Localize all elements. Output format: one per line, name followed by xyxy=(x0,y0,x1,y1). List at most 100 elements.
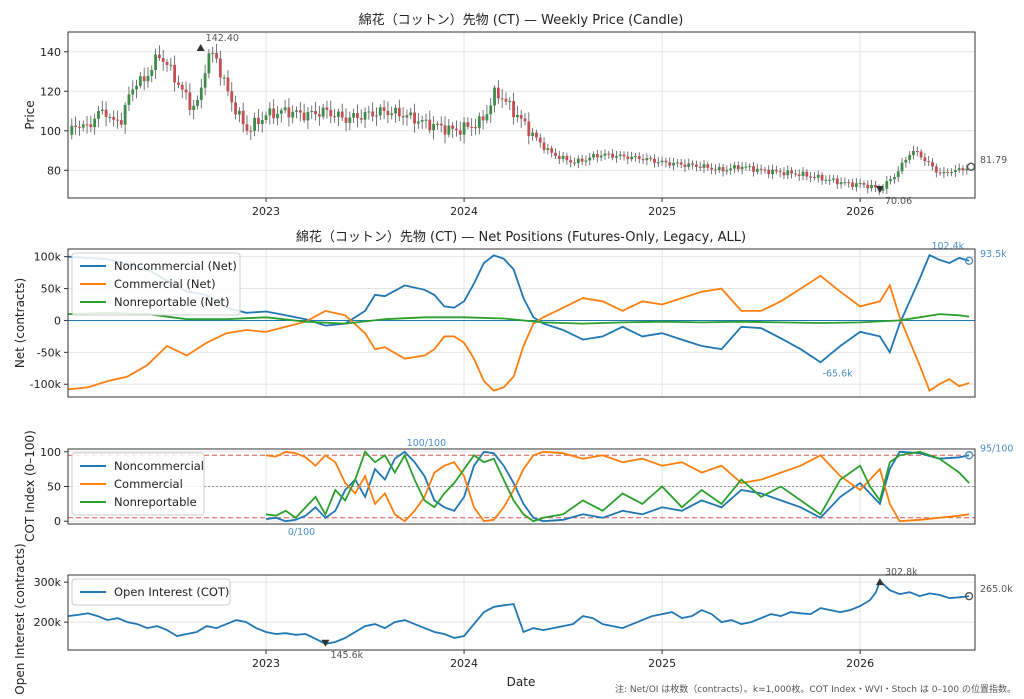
candle-body xyxy=(637,156,641,160)
candle-body xyxy=(870,185,873,189)
x-tick-label: 2023 xyxy=(252,657,280,670)
candle-body xyxy=(489,105,493,115)
candle-body xyxy=(736,165,740,170)
cot-series-lines xyxy=(68,450,975,523)
net-annotations: 102.4k -65.6k 93.5k xyxy=(823,241,1008,379)
candle-body xyxy=(573,162,576,164)
candle-body xyxy=(793,173,797,175)
candle-body xyxy=(965,168,969,171)
candle-body xyxy=(771,169,774,175)
candle-body xyxy=(626,156,630,160)
candle-body xyxy=(89,124,93,128)
candle-body xyxy=(158,54,161,59)
net-chart-title: 綿花（コットン）先物 (CT) — Net Positions (Futures… xyxy=(296,229,746,245)
last-value-label: 265.0k xyxy=(980,584,1013,595)
candle-body xyxy=(687,163,691,167)
candle-body xyxy=(81,124,85,128)
oi-legend: Open Interest (COT) xyxy=(71,578,231,606)
candle-body xyxy=(645,158,649,161)
candle-body xyxy=(618,154,622,157)
oi-annotations: 302.8k 145.6k 265.0k xyxy=(321,567,1013,661)
candle-body xyxy=(828,179,832,181)
candle-body xyxy=(245,124,249,131)
candle-body xyxy=(942,171,946,174)
candle-body xyxy=(767,169,771,175)
candle-body xyxy=(420,119,424,122)
candle-body xyxy=(367,111,371,113)
candle-body xyxy=(78,126,81,128)
candle-body xyxy=(931,162,934,167)
legend-label: Nonreportable (Net) xyxy=(114,295,229,309)
candle-body xyxy=(165,61,169,65)
candle-body xyxy=(386,110,390,116)
candle-body xyxy=(698,166,702,168)
candle-body xyxy=(272,108,276,119)
candle-body xyxy=(706,164,710,168)
candle-body xyxy=(138,76,142,86)
candle-body xyxy=(477,116,481,129)
candle-body xyxy=(615,156,618,158)
last-value-marker xyxy=(964,256,974,266)
candle-body xyxy=(519,115,523,119)
candle-body xyxy=(287,107,291,118)
candle-body xyxy=(131,89,135,95)
candle-body xyxy=(466,122,470,127)
last-value-label: 81.79 xyxy=(980,155,1007,166)
candle-body xyxy=(752,166,755,172)
candle-body xyxy=(755,168,759,172)
candle-body xyxy=(550,148,554,153)
candle-body xyxy=(375,115,378,117)
candle-body xyxy=(961,168,965,171)
candle-body xyxy=(493,87,496,106)
candle-body xyxy=(344,117,348,123)
y-tick-label: 120 xyxy=(40,85,61,98)
x-tick-label: 2025 xyxy=(648,205,676,218)
candle-body xyxy=(820,174,824,181)
candle-body xyxy=(85,124,89,126)
candle-body xyxy=(679,162,683,165)
legend-label: Commercial xyxy=(114,477,183,491)
candle-body xyxy=(207,53,211,74)
candle-body xyxy=(413,112,416,124)
candle-body xyxy=(352,113,356,118)
candle-body xyxy=(188,92,192,110)
price-chart-title: 綿花（コットン）先物 (CT) — Weekly Price (Candle) xyxy=(359,12,684,28)
candle-body xyxy=(797,174,801,176)
price-gridlines xyxy=(68,32,975,198)
candle-body xyxy=(196,100,199,106)
candle-body xyxy=(759,168,763,170)
candle-body xyxy=(424,119,428,121)
candle-body xyxy=(912,150,915,156)
candle-body xyxy=(725,170,729,172)
trough-marker xyxy=(321,639,330,647)
candle-body xyxy=(237,110,241,115)
candle-body xyxy=(279,110,283,114)
net-positions-panel: 綿花（コットン）先物 (CT) — Net Positions (Futures… xyxy=(13,229,1008,398)
series-line xyxy=(265,450,970,523)
candle-body xyxy=(843,182,847,184)
legend-label: Noncommercial (Net) xyxy=(114,259,237,273)
candle-body xyxy=(900,162,904,172)
candle-body xyxy=(763,169,767,171)
net-legend: Noncommercial (Net) Commercial (Net) Nonre… xyxy=(71,252,241,316)
candle-body xyxy=(363,112,367,120)
candle-body xyxy=(599,155,603,158)
candle-body xyxy=(192,105,196,110)
candle-body xyxy=(298,110,302,113)
candle-body xyxy=(515,115,519,118)
candle-body xyxy=(356,113,359,119)
candle-body xyxy=(531,132,535,137)
candle-body xyxy=(142,76,146,82)
candle-body xyxy=(470,126,474,128)
y-tick-label: 200k xyxy=(34,616,62,629)
net-y-axis-label: Net (contracts) xyxy=(13,278,27,368)
y-tick-label: 50 xyxy=(47,481,61,494)
cot-legend: Noncommercial Commercial Nonreportable xyxy=(71,452,205,516)
candle-body xyxy=(325,107,329,110)
candle-body xyxy=(428,119,432,131)
candle-body xyxy=(702,164,706,168)
candle-body xyxy=(744,166,748,168)
trough-marker xyxy=(875,185,884,193)
price-y-axis-label: Price xyxy=(23,100,37,129)
candle-body xyxy=(683,164,687,167)
